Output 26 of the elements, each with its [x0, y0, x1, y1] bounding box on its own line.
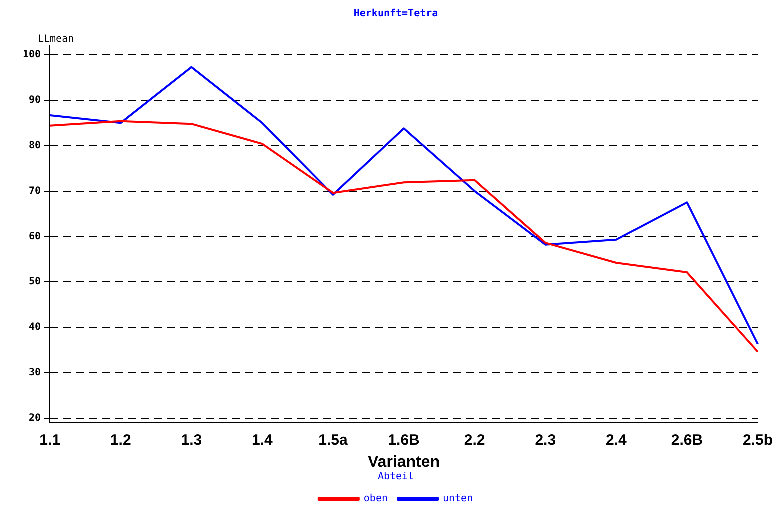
x-tick-label: 1.6B	[388, 432, 420, 449]
y-tick-label: 70	[29, 186, 42, 197]
legend-label: oben	[364, 494, 388, 505]
legend-label: unten	[442, 494, 474, 505]
y-tick-label: 90	[29, 95, 42, 106]
x-tick-label: 1.4	[252, 432, 274, 449]
x-tick-label: 2.5b	[742, 432, 773, 449]
x-axis-title: Varianten	[368, 454, 440, 471]
x-tick-label: 2.6B	[671, 432, 704, 449]
x-tick-label: 1.3	[181, 432, 202, 449]
y-tick-label: 20	[29, 412, 42, 424]
x-tick-label: 1.1	[40, 432, 60, 449]
legend-title: Abteil	[378, 472, 414, 483]
x-tick-label: 2.4	[606, 432, 628, 449]
y-tick-label: 30	[29, 367, 42, 378]
x-tick-label: 1.5a	[318, 432, 348, 449]
chart-title: Herkunft=Tetra	[354, 8, 438, 20]
y-tick-label: 50	[29, 276, 42, 288]
x-tick-label: 2.3	[535, 432, 556, 449]
y-tick-label: 40	[29, 322, 42, 334]
y-tick-label: 80	[29, 140, 42, 152]
x-tick-label: 2.2	[464, 432, 486, 449]
y-tick-label: 60	[29, 231, 42, 242]
x-tick-label: 1.2	[110, 432, 132, 449]
y-tick-label: 100	[23, 50, 42, 61]
y-axis-title: LLmean	[38, 34, 74, 45]
